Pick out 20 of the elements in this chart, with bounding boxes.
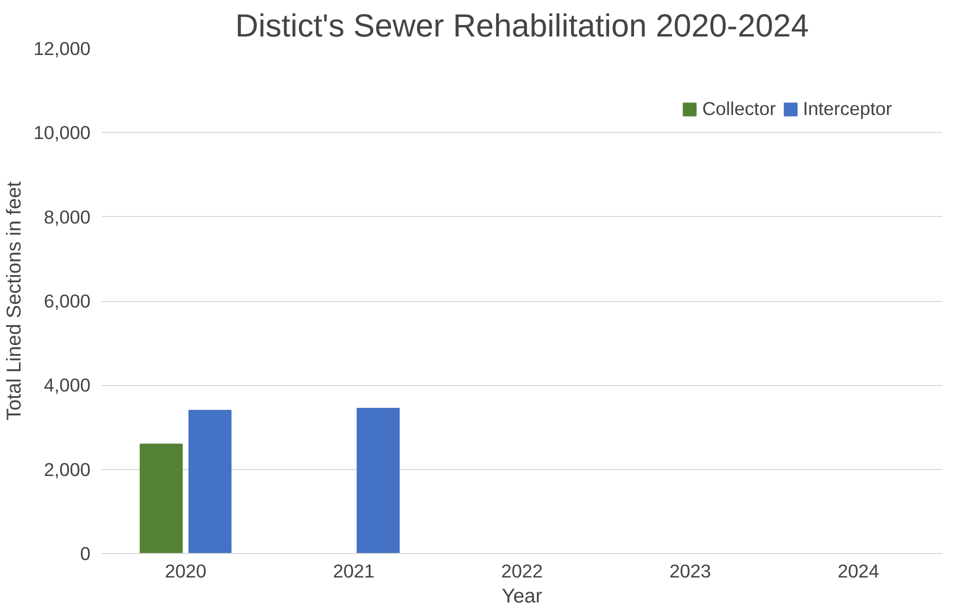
y-tick-label: 6,000: [44, 290, 90, 312]
legend-label: Collector: [702, 98, 776, 120]
y-tick-label: 12,000: [33, 38, 90, 59]
x-tick-label: 2022: [501, 560, 543, 582]
x-tick-label: 2021: [333, 560, 375, 582]
legend-label: Interceptor: [802, 98, 892, 120]
y-tick-label: 8,000: [44, 206, 90, 228]
y-tick-label: 2,000: [44, 458, 90, 480]
chart-title: Distict's Sewer Rehabilitation 2020-2024: [235, 8, 809, 44]
y-tick-label: 4,000: [44, 374, 90, 396]
y-axis-title: Total Lined Sections in feet: [3, 181, 26, 421]
x-axis-title: Year: [502, 586, 543, 608]
x-tick-label: 2024: [838, 560, 880, 582]
bar: [356, 408, 400, 554]
y-tick-label: 0: [80, 543, 91, 564]
y-tick-label: 10,000: [33, 122, 90, 144]
bar: [188, 410, 232, 554]
x-tick-label: 2023: [669, 560, 711, 582]
bar: [140, 444, 183, 554]
x-tick-label: 2020: [164, 560, 206, 582]
